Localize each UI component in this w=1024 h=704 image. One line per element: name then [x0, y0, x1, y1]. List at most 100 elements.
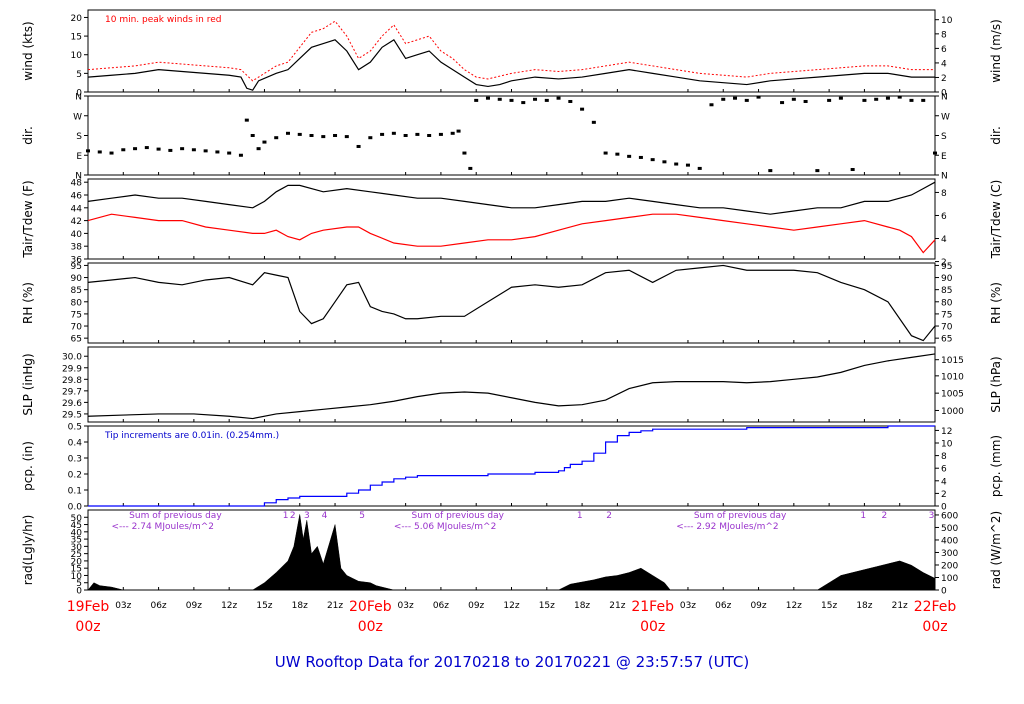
rad-left-tick-label: 10: [71, 572, 83, 582]
dir-point: [615, 152, 620, 156]
time-tick-label: 03z: [115, 601, 131, 611]
rad-tip-marker: 1: [577, 511, 583, 521]
rad-summary-value: <--- 2.74 MJoules/m^2: [112, 522, 214, 532]
rad-right-tick-label: 600: [941, 511, 958, 521]
day-hour-label: 00z: [75, 619, 100, 635]
wind-right-tick-label: 4: [941, 59, 947, 69]
temp-left-tick-label: 40: [71, 230, 83, 240]
temp-left-tick-label: 44: [71, 204, 83, 214]
rad-left-tick-label: 15: [71, 565, 82, 575]
dir-point: [356, 144, 361, 148]
time-tick-label: 15z: [539, 601, 555, 611]
rad-left-tick-label: 25: [71, 550, 82, 560]
rh-left-tick-label: 95: [71, 262, 82, 272]
dir-point: [427, 134, 432, 137]
dir-point: [533, 97, 538, 101]
time-tick-label: 21z: [327, 601, 343, 611]
dir-point: [497, 97, 502, 101]
dir-point: [768, 169, 773, 173]
day-label: 21Feb: [631, 599, 674, 615]
rad-left-tick-label: 0: [76, 587, 82, 597]
dir-point: [403, 134, 408, 137]
rh-right-tick-label: 75: [941, 310, 952, 320]
time-tick-label: 09z: [750, 601, 766, 611]
dir-right-tick-label: S: [941, 132, 947, 142]
dir-point: [109, 151, 114, 155]
wind-annotation: 10 min. peak winds in red: [105, 15, 222, 25]
dir-point: [468, 166, 473, 170]
dir-point: [509, 98, 514, 102]
rad-tip-marker: 3: [304, 511, 310, 521]
dir-point: [638, 155, 643, 159]
dir-point: [521, 101, 526, 105]
dir-point: [827, 98, 832, 102]
rad-tip-marker: 3: [929, 511, 935, 521]
temp-series-Tdew: [87, 213, 936, 254]
rad-tip-marker: 2: [290, 511, 296, 521]
time-tick-label: 06z: [150, 601, 166, 611]
pcp-right-tick-label: 12: [941, 427, 952, 437]
wind-series-peak: [87, 20, 935, 82]
rh-series-RH: [87, 264, 936, 342]
dir-point: [227, 151, 232, 155]
pcp-right-tick-label: 8: [941, 452, 947, 462]
dir-right-tick-label: W: [941, 112, 950, 122]
slp-left-tick-label: 29.6: [62, 399, 82, 409]
pcp-right-tick-label: 0: [941, 503, 947, 513]
day-hour-label: 00z: [922, 619, 947, 635]
wind-ylabel-right: wind (m/s): [989, 19, 1003, 83]
dir-point: [250, 134, 255, 137]
dir-point: [144, 146, 149, 150]
day-label: 20Feb: [349, 599, 392, 615]
dir-point: [709, 103, 714, 107]
dir-point: [685, 163, 690, 167]
rh-left-tick-label: 80: [71, 298, 83, 308]
dir-point: [274, 136, 279, 140]
dir-point: [450, 131, 455, 135]
rad-summary-label: Sum of previous day: [129, 511, 222, 521]
rad-summary-label: Sum of previous day: [694, 511, 787, 521]
dir-point: [368, 136, 373, 140]
dir-point: [744, 98, 749, 102]
dir-point: [244, 118, 249, 122]
dir-point: [662, 160, 667, 164]
pcp-panel: 0.0 0.1 0.2 0.3 0.4 0.5 0 2 4 6 8 10 12 pcp. (in) pcp.…: [21, 423, 1003, 513]
dir-point: [97, 150, 102, 154]
rad-frame: [87, 509, 936, 591]
dir-point: [415, 132, 420, 136]
time-tick-label: 12z: [221, 601, 237, 611]
slp-panel: 29.529.6 29.729.8 29.930.0 1000 1005 1010 1015…: [21, 346, 1003, 423]
time-tick-label: 06z: [433, 601, 449, 611]
slp-right-tick-label: 1010: [941, 372, 964, 382]
dir-point: [603, 151, 608, 155]
time-tick-label: 18z: [292, 601, 308, 611]
temp-left-tick-label: 42: [71, 217, 82, 227]
dir-point: [591, 120, 596, 124]
temp-right-tick-label: 6: [941, 212, 947, 222]
temp-ylabel-right: Tair/Tdew (C): [989, 180, 1003, 260]
dir-right-tick-label: E: [941, 152, 947, 162]
dir-point: [885, 96, 890, 100]
temp-frame: [87, 178, 936, 260]
pcp-right-tick-label: 2: [941, 490, 947, 500]
rad-tip-marker: 1: [283, 511, 289, 521]
wind-series-speed: [87, 38, 935, 91]
wind-right-tick-label: 6: [941, 45, 947, 55]
dir-ylabel-right: dir.: [989, 126, 1003, 145]
time-tick-label: 15z: [256, 601, 272, 611]
dir-point: [133, 147, 138, 151]
slp-ylabel-left: SLP (inHg): [21, 353, 35, 415]
slp-left-tick-label: 29.8: [62, 376, 82, 386]
dir-point: [456, 129, 461, 133]
dir-left-tick-label: E: [76, 152, 82, 162]
rad-tip-marker: 2: [606, 511, 612, 521]
temp-right-tick-label: 4: [941, 235, 947, 245]
pcp-right-tick-label: 6: [941, 465, 947, 475]
dir-point: [568, 99, 573, 103]
dir-point: [309, 134, 314, 137]
dir-point: [674, 162, 679, 166]
wind-right-tick-label: 0: [941, 89, 947, 99]
day-hour-label: 00z: [640, 619, 665, 635]
dir-point: [380, 132, 385, 136]
